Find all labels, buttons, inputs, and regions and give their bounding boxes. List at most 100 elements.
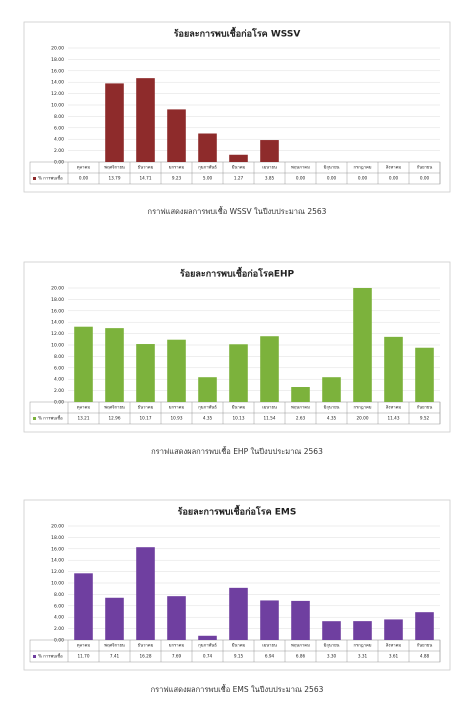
data-label: 13.21 [78,416,90,421]
x-tick-label: กันยายน [417,643,433,648]
data-label: 7.69 [172,654,182,659]
data-label: 12.96 [109,416,121,421]
y-tick-label: 8.00 [54,354,64,360]
data-label: 13.79 [109,176,121,181]
chart-title: ร้อยละการพบเชื้อก่อโรค EMS [178,505,297,518]
x-tick-label: กรกฎาคม [353,405,371,410]
bar [198,133,217,162]
data-label: 4.35 [203,416,213,421]
data-label: 0.00 [79,176,89,181]
data-label: 0.00 [389,176,399,181]
x-tick-label: กันยายน [417,405,433,410]
data-label: 6.86 [296,654,306,659]
y-tick-label: 6.00 [54,125,64,131]
x-tick-label: กรกฎาคม [353,643,371,648]
y-tick-label: 14.00 [51,80,64,86]
bar [384,336,403,402]
data-label: 7.41 [110,654,120,659]
x-tick-label: มกราคม [169,643,185,648]
data-label: 9.15 [234,654,244,659]
legend-swatch [33,655,36,658]
data-label: 4.35 [327,416,337,421]
x-tick-label: มีนาคม [231,643,245,648]
y-tick-label: 14.00 [51,320,64,326]
y-tick-label: 4.00 [54,137,64,143]
bar [105,328,124,402]
y-tick-label: 2.00 [54,388,64,394]
legend-label: % การพบเชื้อ [38,653,63,659]
data-label: 0.74 [203,654,213,659]
bar [74,326,93,402]
data-label: 9.23 [172,176,182,181]
x-tick-label: เมษายน [262,643,277,648]
data-label: 3.30 [327,654,337,659]
y-tick-label: 8.00 [54,114,64,120]
bar [322,621,341,640]
data-label: 0.00 [420,176,430,181]
y-tick-label: 16.00 [51,308,64,314]
y-tick-label: 16.00 [51,546,64,552]
bar [260,336,279,402]
bar [198,635,217,640]
x-tick-label: พฤษภาคม [291,643,310,648]
bar [167,109,186,162]
x-tick-label: พฤศจิกายน [104,643,125,648]
chart-title: ร้อยละการพบเชื้อก่อโรค WSSV [174,27,301,40]
bar [415,347,434,402]
chart-frame [23,499,451,671]
chart-caption: กราฟแสดงผลการพบเชื้อ WSSV ในปีงบประมาณ 2… [148,206,327,216]
x-tick-label: มกราคม [169,165,185,170]
chart-frame [23,21,451,193]
bar [322,377,341,402]
data-label: 10.93 [171,416,183,421]
x-tick-label: ตุลาคม [77,405,90,411]
y-tick-label: 14.00 [51,558,64,564]
bar [229,154,248,162]
x-tick-label: ธันวาคม [138,643,154,648]
x-tick-label: สิงหาคม [385,165,401,170]
x-tick-label: พฤศจิกายน [104,405,125,410]
data-label: 3.61 [389,654,399,659]
y-tick-label: 20.00 [51,524,64,530]
bar [229,587,248,640]
x-tick-label: มิถุนายน [323,165,339,171]
bar [136,78,155,162]
y-tick-label: 8.00 [54,592,64,598]
x-tick-label: สิงหาคม [385,643,401,648]
x-tick-label: กันยายน [417,165,433,170]
data-label: 16.28 [140,654,152,659]
y-tick-label: 20.00 [51,46,64,52]
x-tick-label: ธันวาคม [138,405,154,410]
x-tick-label: มีนาคม [231,165,245,170]
y-tick-label: 0.00 [54,400,64,406]
data-label: 10.13 [233,416,245,421]
bar [136,344,155,402]
bar [198,377,217,402]
data-label: 10.17 [140,416,152,421]
legend-label: % การพบเชื้อ [38,415,63,421]
y-tick-label: 12.00 [51,331,64,337]
data-label: 11.70 [78,654,90,659]
y-tick-label: 10.00 [51,581,64,587]
y-tick-label: 4.00 [54,377,64,383]
x-tick-label: ธันวาคม [138,165,154,170]
y-tick-label: 18.00 [51,535,64,541]
chart-caption: กราฟแสดงผลการพบเชื้อ EMS ในปีงบประมาณ 25… [151,684,324,694]
chart-title: ร้อยละการพบเชื้อก่อโรคEHP [180,267,295,280]
legend-swatch [33,177,36,180]
data-label: 5.00 [203,176,213,181]
y-tick-label: 20.00 [51,286,64,292]
data-label: 3.85 [265,176,275,181]
data-label: 9.52 [420,416,430,421]
y-tick-label: 18.00 [51,297,64,303]
bar [353,621,372,640]
bar [260,140,279,162]
data-label: 2.63 [296,416,306,421]
y-tick-label: 0.00 [54,638,64,644]
y-tick-label: 2.00 [54,626,64,632]
x-tick-label: มิถุนายน [323,643,339,649]
x-tick-label: กุมภาพันธ์ [198,165,217,171]
data-label: 1.27 [234,176,244,181]
bar [74,573,93,640]
